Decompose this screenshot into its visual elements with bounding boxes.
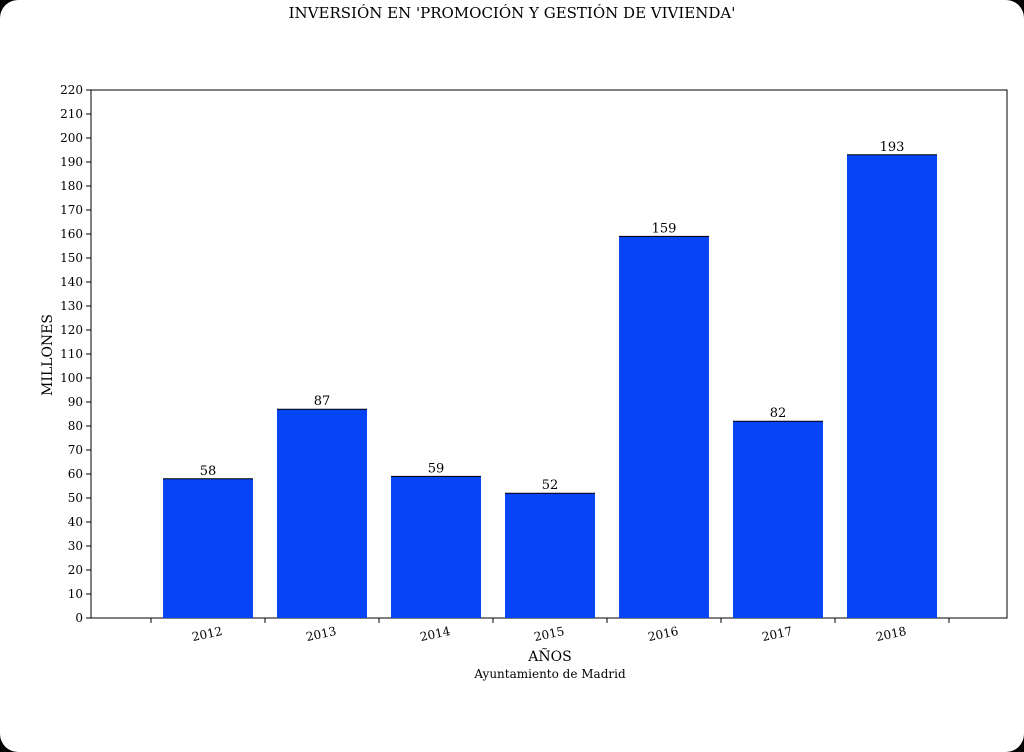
x-tick-label: 2016 <box>647 624 680 644</box>
bar-2016 <box>619 236 709 618</box>
data-label: 159 <box>652 221 677 236</box>
data-label: 82 <box>770 406 787 421</box>
y-tick-label: 200 <box>60 131 83 145</box>
y-tick-label: 150 <box>60 251 83 265</box>
y-tick-label: 90 <box>68 395 83 409</box>
x-tick-label: 2012 <box>191 624 224 644</box>
y-tick-label: 110 <box>60 347 83 361</box>
y-tick-label: 190 <box>60 155 83 169</box>
y-tick-label: 20 <box>68 563 83 577</box>
y-tick-label: 160 <box>60 227 83 241</box>
x-tick-label: 2015 <box>533 624 566 644</box>
y-tick-label: 60 <box>68 467 83 481</box>
data-label: 52 <box>542 478 559 493</box>
data-label: 193 <box>880 140 905 155</box>
bar-2017 <box>733 421 823 618</box>
y-tick-label: 210 <box>60 107 83 121</box>
y-tick-label: 100 <box>60 371 83 385</box>
chart-title: INVERSIÓN EN 'PROMOCIÓN Y GESTIÓN DE VIV… <box>288 4 736 22</box>
bar-2018 <box>847 154 937 619</box>
y-tick-label: 130 <box>60 299 83 313</box>
bar-2012 <box>163 478 253 618</box>
x-tick-label: 2017 <box>761 624 794 644</box>
y-tick-label: 50 <box>68 491 83 505</box>
x-tick-label: 2014 <box>419 624 452 644</box>
y-axis-title: MILLONES <box>40 314 56 396</box>
y-axis-ticks: 0 10 20 30 40 50 60 70 80 90 100 110 120 130 140 150 160… <box>60 83 91 625</box>
data-label: 87 <box>314 394 331 409</box>
data-label: 58 <box>200 464 217 479</box>
data-labels: 58 87 59 52 159 82 193 <box>200 140 905 493</box>
bar-2014 <box>391 476 481 618</box>
x-axis-ticks: 2012 2013 2014 2015 2016 2017 2018 <box>150 618 950 644</box>
bar-2015 <box>505 493 595 618</box>
bars <box>163 154 937 619</box>
y-tick-label: 140 <box>60 275 83 289</box>
y-tick-label: 80 <box>68 419 83 433</box>
y-tick-label: 30 <box>68 539 83 553</box>
x-tick-label: 2013 <box>305 624 338 644</box>
x-axis-title: AÑOS <box>527 647 571 665</box>
data-label: 59 <box>428 461 445 476</box>
y-tick-label: 0 <box>75 611 83 625</box>
x-tick-label: 2018 <box>875 624 908 644</box>
y-tick-label: 220 <box>60 83 83 97</box>
bar-2013 <box>277 409 367 618</box>
y-tick-label: 70 <box>68 443 83 457</box>
y-tick-label: 10 <box>68 587 83 601</box>
y-tick-label: 40 <box>68 515 83 529</box>
y-tick-label: 120 <box>60 323 83 337</box>
source-note: Ayuntamiento de Madrid <box>473 667 626 681</box>
y-tick-label: 180 <box>60 179 83 193</box>
y-tick-label: 170 <box>60 203 83 217</box>
